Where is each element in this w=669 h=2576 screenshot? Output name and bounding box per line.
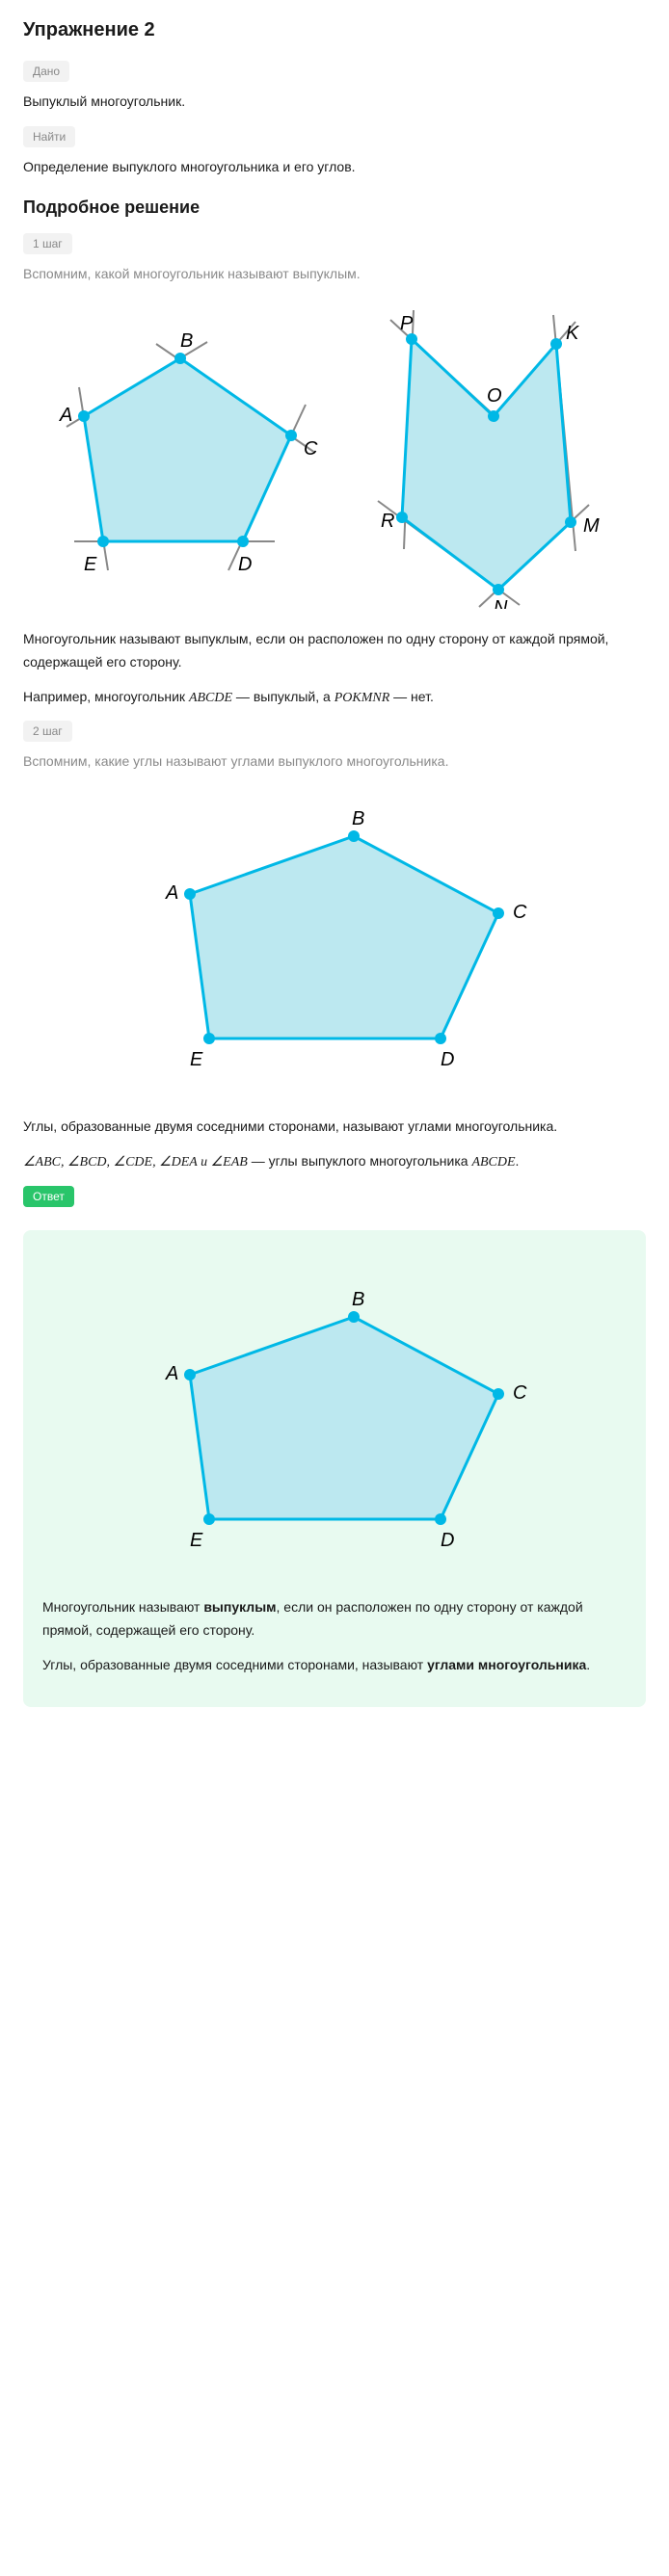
- step1-text1: Многоугольник называют выпуклым, если он…: [23, 628, 646, 674]
- svg-text:N: N: [494, 597, 508, 609]
- svg-text:P: P: [400, 313, 414, 334]
- svg-text:D: D: [441, 1049, 454, 1070]
- svg-text:D: D: [238, 554, 252, 575]
- step2-intro: Вспомним, какие углы называют углами вып…: [23, 753, 646, 769]
- answer-text1: Многоугольник называют выпуклым, если он…: [42, 1596, 627, 1643]
- svg-text:C: C: [513, 902, 527, 923]
- step1-tag: 1 шаг: [23, 233, 72, 254]
- svg-text:C: C: [304, 438, 318, 460]
- svg-text:K: K: [566, 323, 580, 344]
- svg-text:D: D: [441, 1530, 454, 1551]
- svg-text:B: B: [352, 808, 364, 829]
- svg-text:B: B: [180, 330, 193, 352]
- step2-text2: ∠ABC, ∠BCD, ∠CDE, ∠DEA и ∠EAB — углы вып…: [23, 1150, 646, 1174]
- svg-text:O: O: [487, 385, 502, 407]
- solution-heading: Подробное решение: [23, 197, 646, 218]
- svg-text:R: R: [381, 511, 394, 532]
- figure-1: A B C D E P O K M N R: [23, 301, 646, 609]
- find-tag: Найти: [23, 126, 75, 147]
- find-text: Определение выпуклого многоугольника и е…: [23, 159, 646, 174]
- step2-tag: 2 шаг: [23, 721, 72, 742]
- exercise-title: Упражнение 2: [23, 19, 646, 41]
- figure-2: A B C D E: [23, 788, 646, 1096]
- step1-text2: Например, многоугольник ABCDE — выпуклый…: [23, 686, 646, 710]
- svg-text:E: E: [84, 554, 97, 575]
- svg-text:A: A: [59, 405, 72, 426]
- step2-text1: Углы, образованные двумя соседними сторо…: [23, 1116, 646, 1139]
- svg-text:B: B: [352, 1289, 364, 1310]
- answer-text2: Углы, образованные двумя соседними сторо…: [42, 1654, 627, 1677]
- answer-box: A B C D E Многоугольник называют выпуклым, е…: [23, 1230, 646, 1707]
- svg-text:C: C: [513, 1382, 527, 1404]
- given-text: Выпуклый многоугольник.: [23, 93, 646, 109]
- figure-3: A B C D E: [42, 1269, 627, 1577]
- svg-text:E: E: [190, 1530, 203, 1551]
- svg-text:M: M: [583, 515, 600, 537]
- svg-text:E: E: [190, 1049, 203, 1070]
- step1-intro: Вспомним, какой многоугольник называют в…: [23, 266, 646, 281]
- svg-text:A: A: [165, 882, 178, 904]
- given-tag: Дано: [23, 61, 69, 82]
- answer-tag: Ответ: [23, 1186, 74, 1207]
- svg-text:A: A: [165, 1363, 178, 1384]
